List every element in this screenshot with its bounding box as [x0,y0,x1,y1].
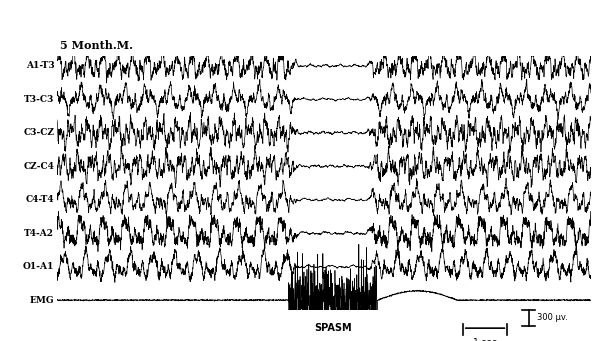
Text: 300 μv.: 300 μv. [537,313,568,322]
Text: C4-T4: C4-T4 [26,195,55,204]
Text: EMG: EMG [30,296,55,305]
Text: T3-C3: T3-C3 [24,95,55,104]
Text: www.medscape.com: www.medscape.com [228,6,349,19]
Text: Medscape®: Medscape® [9,6,87,19]
Text: C3-CZ: C3-CZ [23,128,55,137]
Text: SPASM: SPASM [314,323,352,333]
Text: T4-A2: T4-A2 [25,229,55,238]
Text: O1-A1: O1-A1 [23,262,55,271]
Text: Source: Semin Neurol © 2003 Thieme Medical Publishers: Source: Semin Neurol © 2003 Thieme Medic… [329,324,588,333]
Text: CZ-C4: CZ-C4 [23,162,55,171]
Text: 1 sec: 1 sec [473,338,497,341]
Text: 5 Month.M.: 5 Month.M. [60,40,133,51]
Text: A1-T3: A1-T3 [26,61,55,70]
